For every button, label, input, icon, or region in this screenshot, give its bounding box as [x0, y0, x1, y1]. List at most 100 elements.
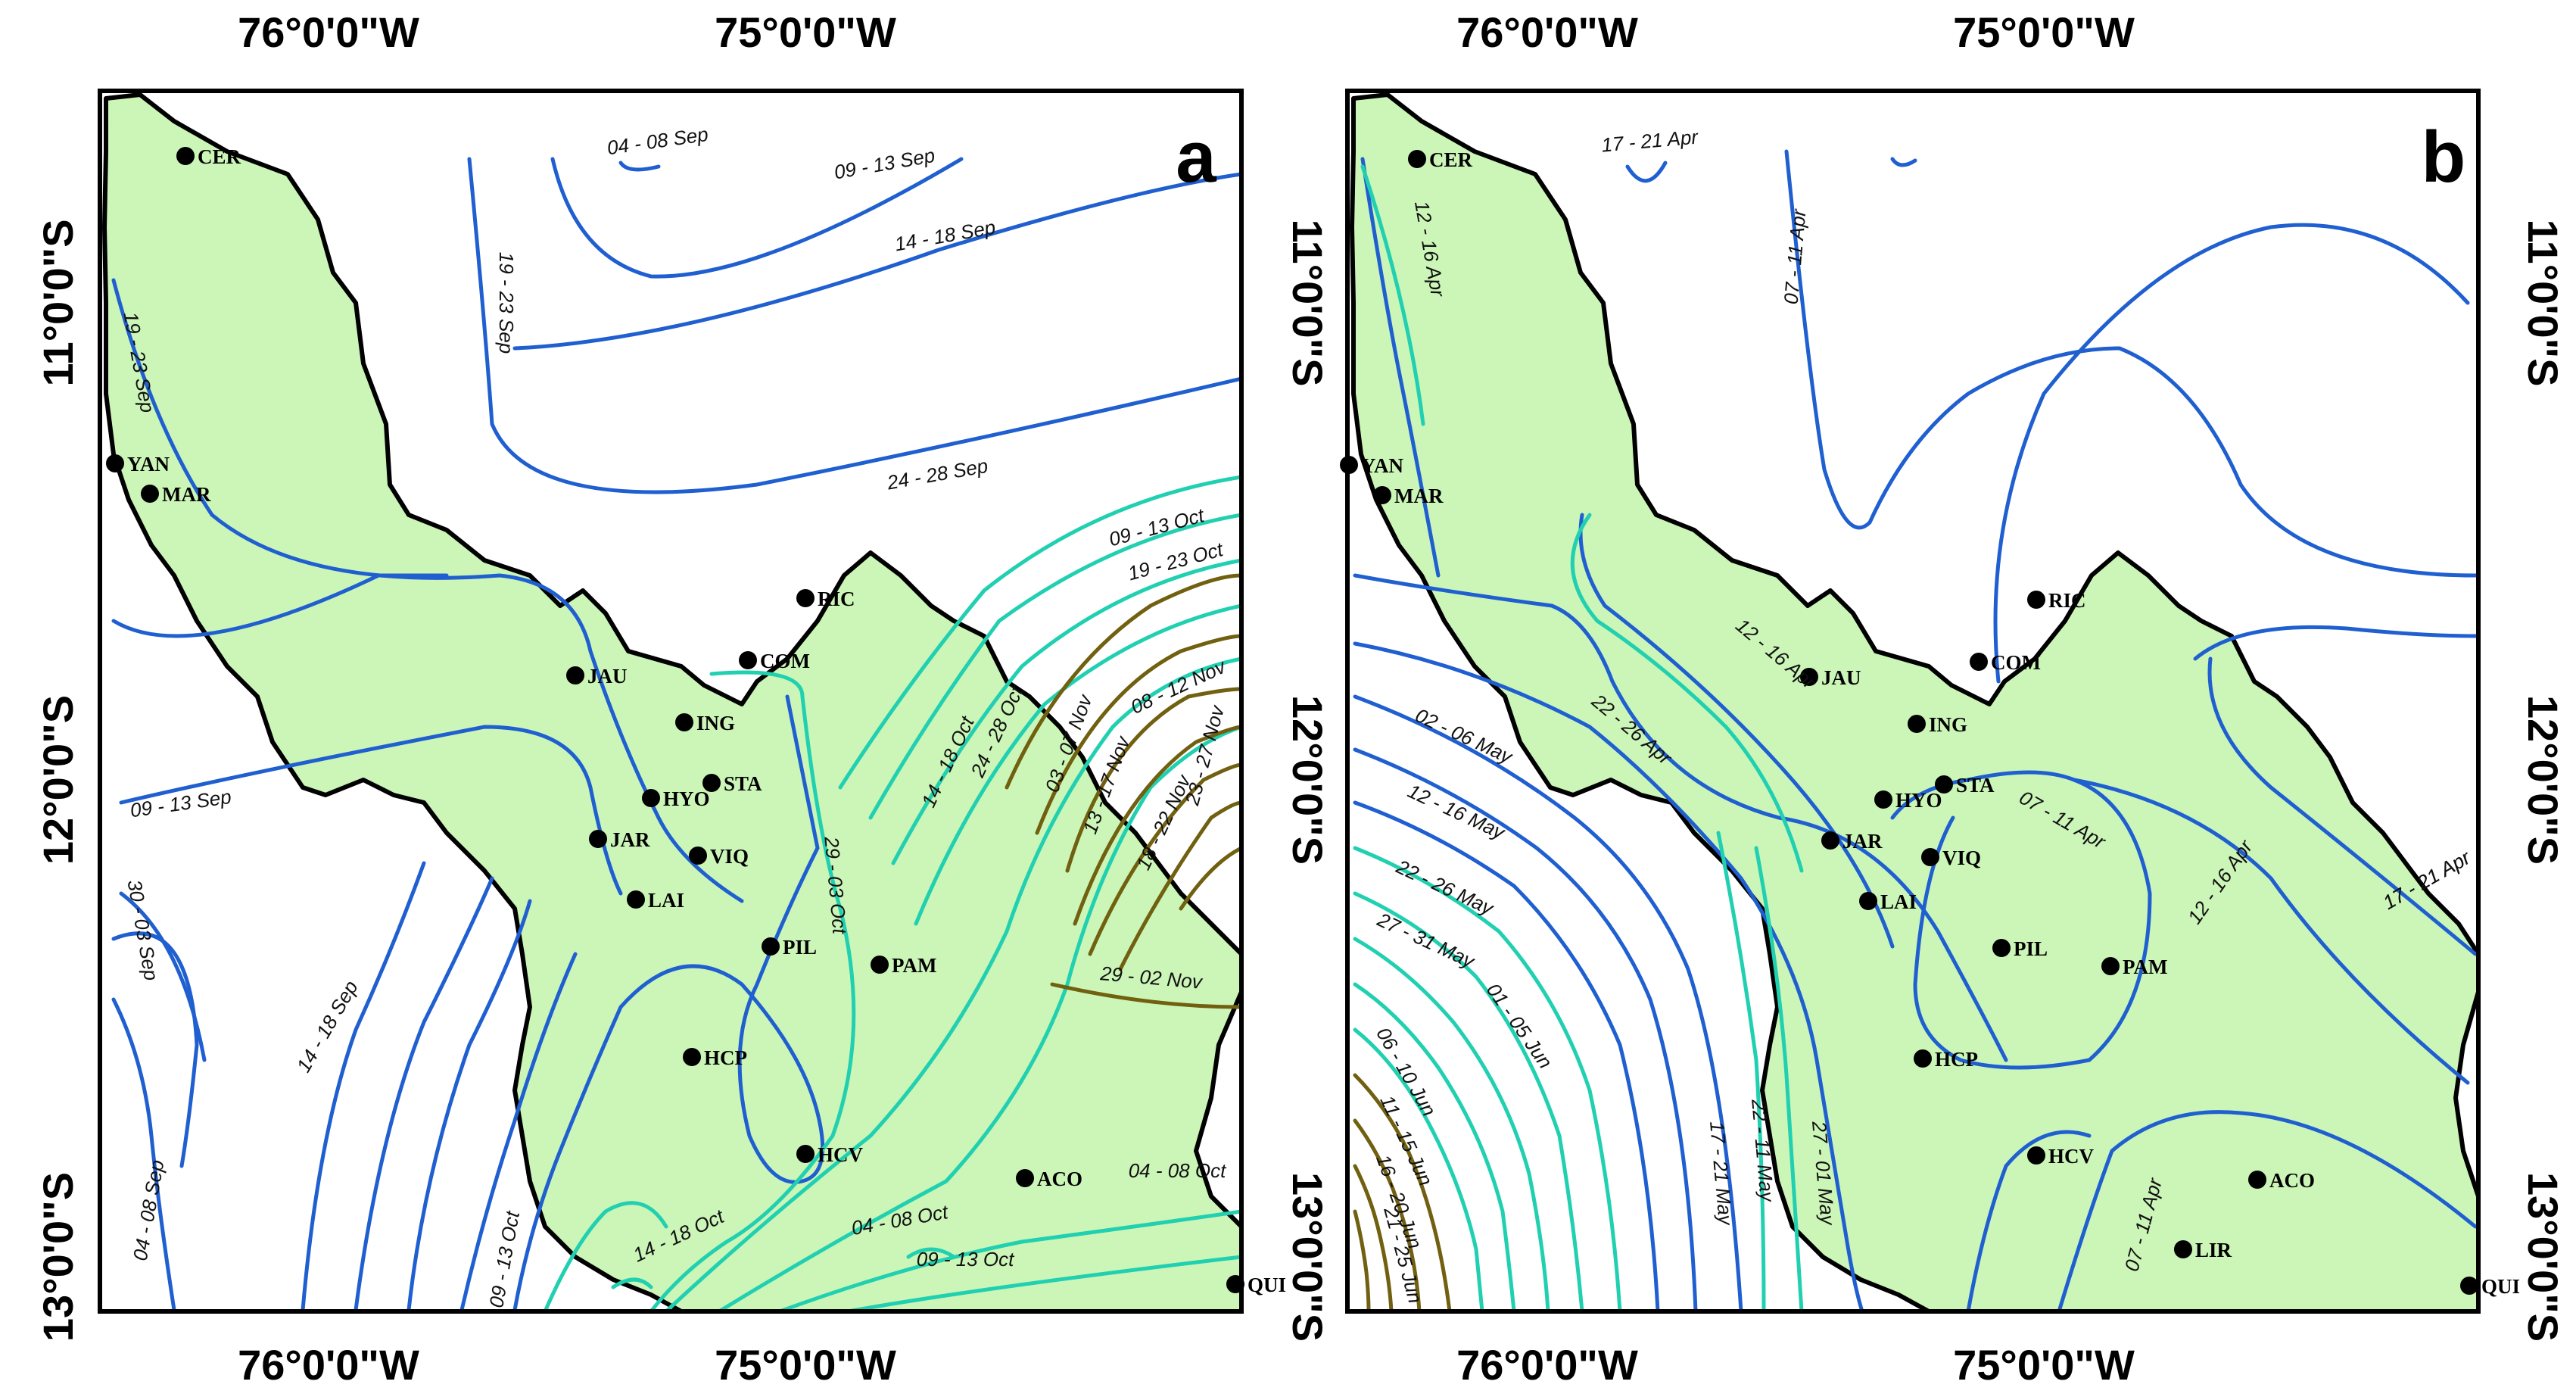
station-label-yan: YAN [127, 453, 170, 476]
station-label-mar: MAR [162, 483, 211, 506]
panel-label-b: b [2422, 117, 2466, 198]
station-label-sta: STA [1956, 774, 1995, 797]
station-label-cer: CER [1429, 148, 1473, 171]
lon-label-a-top-right: 75°0'0"W [715, 8, 896, 56]
station-marker-aco [1016, 1169, 1034, 1187]
station-marker-pil [1992, 939, 2011, 957]
lat-label-middle-bottom: 13°0'0"S [1284, 1172, 1332, 1342]
station-label-ing: ING [696, 712, 735, 734]
station-label-hcv: HCV [2048, 1145, 2095, 1168]
lon-label-b-bottom-left: 76°0'0"W [1456, 1341, 1638, 1389]
station-marker-pil [762, 937, 780, 956]
station-label-com: COM [760, 650, 810, 672]
station-marker-qui [2460, 1277, 2478, 1295]
station-marker-com [739, 651, 757, 669]
station-label-jau: JAU [587, 665, 628, 688]
station-label-pam: PAM [892, 954, 936, 977]
station-label-yan: YAN [1361, 454, 1404, 477]
station-marker-yan [1340, 456, 1358, 474]
isoline-label: 17 - 21 May [1705, 1121, 1737, 1227]
isoline-label: 19 - 23 Sep [495, 252, 518, 354]
station-label-ric: RIC [2048, 589, 2086, 612]
station-label-com: COM [1991, 651, 2041, 674]
lon-label-b-top-right: 75°0'0"W [1953, 8, 2135, 56]
station-label-mar: MAR [1394, 485, 1444, 507]
station-marker-jar [1821, 831, 1839, 850]
station-marker-lai [1859, 892, 1877, 910]
station-marker-hcv [796, 1145, 815, 1163]
station-marker-mar [1373, 486, 1391, 504]
isoline-label: 14 - 18 Sep [292, 977, 363, 1076]
lat-label-b-right-bottom: 13°0'0"S [2519, 1172, 2567, 1342]
station-marker-hyo [1874, 790, 1892, 809]
panel-b: b CER YAN MAR RIC COM JAU ING STA HYO JAR VIQ LAI PI… [1340, 89, 2520, 1314]
isoline-label: 07 - 11 Apr [1780, 207, 1811, 305]
station-marker-sta [1935, 775, 1953, 794]
panel-label-a: a [1176, 117, 1216, 198]
station-marker-cer [176, 147, 195, 165]
station-label-ric: RIC [818, 588, 855, 610]
station-label-viq: VIQ [710, 845, 749, 868]
lon-label-b-top-left: 76°0'0"W [1456, 8, 1638, 56]
station-label-pil: PIL [2014, 937, 2048, 960]
station-marker-hcp [683, 1048, 701, 1066]
station-marker-qui [1226, 1275, 1244, 1293]
station-marker-lai [627, 890, 645, 909]
station-label-hyo: HYO [663, 787, 710, 810]
lat-label-a-left-mid: 12°0'0"S [34, 695, 82, 865]
station-marker-pam [871, 956, 889, 974]
isoline-label: 17 - 21 Apr [1600, 125, 1699, 156]
isoline-label: 04 - 08 Sep [606, 123, 709, 159]
station-marker-pam [2101, 957, 2120, 975]
station-label-lai: LAI [1880, 890, 1917, 913]
station-marker-yan [106, 454, 124, 472]
station-marker-aco [2248, 1171, 2266, 1189]
station-label-viq: VIQ [1942, 847, 1981, 869]
map-frame-b [1345, 89, 2481, 1314]
station-marker-com [1970, 653, 1988, 671]
station-marker-sta [702, 774, 721, 792]
station-marker-jau [566, 666, 584, 684]
station-label-pam: PAM [2123, 956, 2167, 978]
station-marker-ing [1908, 715, 1926, 733]
station-label-jar: JAR [1842, 830, 1883, 853]
station-label-jau: JAU [1821, 666, 1861, 689]
station-label-ing: ING [1929, 713, 1967, 736]
station-marker-jar [589, 830, 607, 848]
station-label-qui: QUI [1248, 1274, 1286, 1296]
panel-a: a CER YAN MAR RIC COM JAU ING STA HYO JAR VIQ LAI PI… [98, 89, 1286, 1314]
basin-b [1350, 92, 2478, 1311]
station-marker-hcv [2027, 1146, 2045, 1165]
lat-label-a-left-bottom: 13°0'0"S [34, 1172, 82, 1342]
lon-label-a-bottom-right: 75°0'0"W [715, 1341, 896, 1389]
basin-a [102, 92, 1241, 1311]
station-label-hyo: HYO [1895, 789, 1942, 812]
station-label-qui: QUI [2481, 1275, 2520, 1298]
station-marker-hyo [642, 789, 660, 807]
isoline-label: 12 - 16 May [1404, 779, 1509, 844]
station-label-hcp: HCP [704, 1046, 747, 1069]
isoline-label: 09 - 13 Oct [917, 1248, 1015, 1271]
isoline-label: 02 - 06 May [1412, 703, 1517, 769]
lon-label-a-bottom-left: 76°0'0"W [238, 1341, 419, 1389]
station-marker-jau [1800, 668, 1818, 686]
station-label-aco: ACO [2269, 1169, 2315, 1192]
isoline-label: 04 - 08 Sep [129, 1158, 169, 1263]
graticule-labels: 76°0'0"W 75°0'0"W 76°0'0"W 75°0'0"W 76°0… [34, 8, 2567, 1389]
station-label-jar: JAR [610, 828, 650, 851]
station-marker-ing [675, 713, 693, 731]
station-marker-viq [689, 847, 707, 865]
station-label-hcv: HCV [818, 1143, 864, 1166]
lon-label-a-top-left: 76°0'0"W [238, 8, 419, 56]
station-label-sta: STA [724, 772, 762, 795]
stations-a: CER YAN MAR RIC COM JAU ING STA HYO JAR VIQ LAI PIL P… [106, 145, 1286, 1296]
station-label-cer: CER [198, 145, 241, 168]
station-marker-mar [141, 485, 159, 503]
station-label-aco: ACO [1037, 1168, 1082, 1190]
station-marker-ric [2027, 591, 2045, 609]
station-marker-hcp [1914, 1049, 1932, 1068]
station-label-lai: LAI [648, 889, 684, 912]
lat-label-b-right-mid: 12°0'0"S [2519, 695, 2567, 865]
isoline-label: 09 - 13 Sep [833, 144, 937, 184]
